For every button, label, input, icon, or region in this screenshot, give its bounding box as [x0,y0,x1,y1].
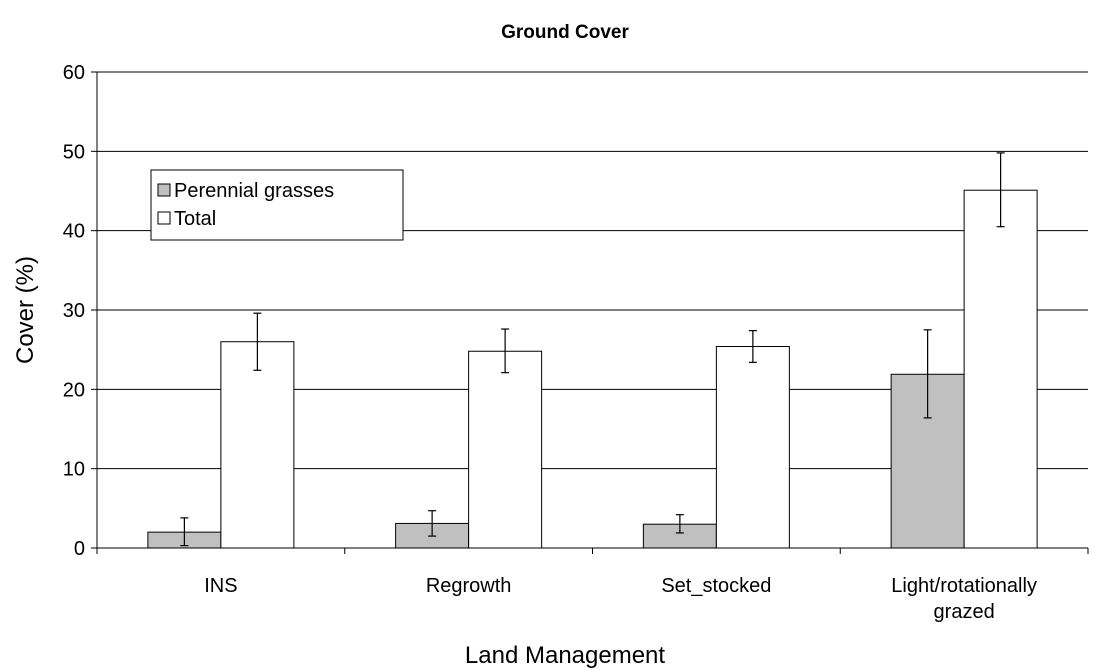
y-tick-label: 50 [63,141,85,163]
x-axis-title: Land Management [465,642,665,669]
y-tick-label: 10 [63,459,85,481]
y-axis-title: Cover (%) [12,256,39,364]
error-bars [180,152,1005,547]
chart-title: Ground Cover [501,22,629,43]
x-tick-labels: INS Regrowth Set_stocked Light/rotationally… [204,575,1037,623]
bar [715,345,790,549]
x-tick-label: Set_stocked [661,575,771,597]
x-tick-label: INS [204,575,237,597]
y-tick-label: 60 [63,62,85,84]
bar [468,350,543,549]
legend-label: Total [174,208,216,230]
y-tick-label: 30 [63,300,85,322]
bars [147,189,1038,549]
legend: Perennial grasses Total [150,169,404,241]
legend-swatch [157,183,171,197]
x-tick-label: grazed [934,601,995,623]
y-tick-label: 40 [63,221,85,243]
y-tick-label: 20 [63,379,85,401]
bar [963,189,1038,549]
axes [91,71,1089,554]
y-tick-labels: 0 10 20 30 40 50 60 [63,62,85,560]
y-tick-label: 0 [74,538,85,560]
legend-swatch [157,211,171,225]
x-tick-label: Regrowth [426,575,512,597]
bar [220,341,295,549]
legend-label: Perennial grasses [174,180,334,202]
x-tick-label: Light/rotationally [891,575,1037,597]
legend-box [150,169,404,241]
